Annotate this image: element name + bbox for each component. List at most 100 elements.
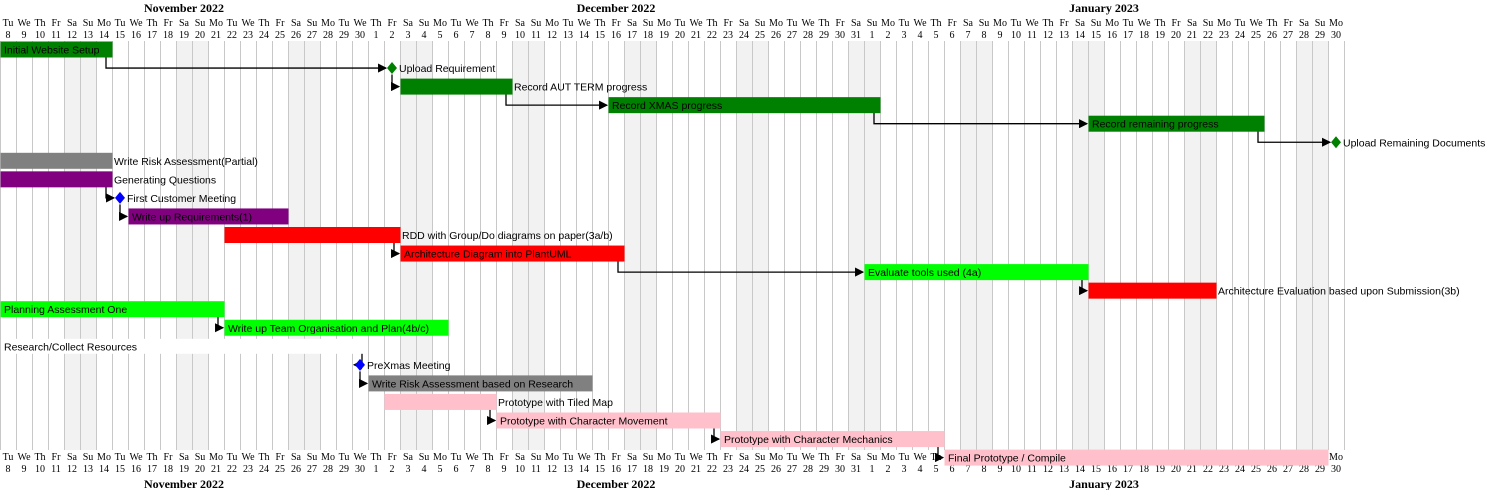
day-number-label: 26 <box>1267 464 1277 475</box>
day-number-label: 13 <box>83 30 93 41</box>
task-label: Generating Questions <box>114 174 216 186</box>
weekday-label: Su <box>643 18 654 29</box>
weekday-label: Sa <box>739 452 750 463</box>
day-number-label: 17 <box>627 464 637 475</box>
weekday-label: Tu <box>339 18 350 29</box>
weekday-label: Mo <box>97 452 111 463</box>
weekday-label: We <box>689 18 703 29</box>
weekday-label: Th <box>482 452 493 463</box>
day-column <box>0 41 16 450</box>
day-column <box>992 41 1008 450</box>
weekday-label: Th <box>930 18 941 29</box>
weekday-label: Sa <box>291 452 302 463</box>
day-number-label: 20 <box>195 30 205 41</box>
weekday-label: Sa <box>515 18 526 29</box>
day-column <box>352 41 368 450</box>
day-column <box>592 41 608 450</box>
day-column <box>1168 41 1184 450</box>
weekday-label: Fr <box>1284 18 1294 29</box>
weekday-label: Fr <box>612 452 622 463</box>
day-number-label: 23 <box>1219 464 1229 475</box>
dependency-arrow <box>873 111 1089 129</box>
day-number-label: 13 <box>83 464 93 475</box>
day-number-label: 30 <box>1331 30 1341 41</box>
weekday-label: Fr <box>500 452 510 463</box>
weekday-label: Su <box>867 452 878 463</box>
task-label: Initial Website Setup <box>4 45 100 57</box>
weekday-label: Su <box>1091 18 1102 29</box>
weekday-label: Th <box>1154 18 1165 29</box>
weekday-label: Sa <box>403 452 414 463</box>
day-number-label: 5 <box>438 30 443 41</box>
task-bar <box>368 375 593 392</box>
month-label: January 2023 <box>1069 1 1139 15</box>
day-number-label: 11 <box>51 464 61 475</box>
dependency-arrow <box>1257 130 1332 147</box>
day-number-label: 2 <box>390 30 395 41</box>
weekday-label: Sa <box>179 18 190 29</box>
day-number-label: 20 <box>1171 30 1181 41</box>
day-number-label: 9 <box>998 30 1003 41</box>
task-bar <box>0 152 113 169</box>
weekday-label: Mo <box>769 18 783 29</box>
day-column <box>784 41 800 450</box>
day-number-label: 18 <box>163 464 173 475</box>
weekday-label: Tu <box>227 18 238 29</box>
day-number-label: 30 <box>355 464 365 475</box>
day-column <box>704 41 720 450</box>
weekday-label: Mo <box>769 452 783 463</box>
task-label: Write up Requirements(1) <box>132 211 252 223</box>
day-column <box>1008 41 1024 450</box>
day-column <box>1120 41 1136 450</box>
day-number-label: 31 <box>851 464 861 475</box>
weekday-label: Th <box>34 18 45 29</box>
day-column <box>208 41 224 450</box>
day-number-label: 19 <box>1155 30 1165 41</box>
day-column <box>880 41 896 450</box>
task-bar <box>944 449 1329 466</box>
day-number-label: 13 <box>1059 464 1069 475</box>
day-column <box>480 41 496 450</box>
weekday-label: Mo <box>97 18 111 29</box>
day-column <box>256 41 272 450</box>
weekday-label: Mo <box>209 18 223 29</box>
day-number-label: 15 <box>595 30 605 41</box>
weekday-label: Mo <box>1217 18 1231 29</box>
day-number-label: 21 <box>691 464 701 475</box>
weekday-label: Th <box>818 452 829 463</box>
day-column <box>384 41 400 450</box>
day-column <box>816 41 832 450</box>
day-number-label: 12 <box>67 464 77 475</box>
weekday-label: Su <box>531 452 542 463</box>
day-number-label: 28 <box>1299 30 1309 41</box>
day-number-label: 8 <box>6 30 11 41</box>
day-column <box>720 41 736 450</box>
day-number-label: 23 <box>243 464 253 475</box>
day-number-label: 14 <box>99 30 109 41</box>
day-number-label: 10 <box>35 30 45 41</box>
day-column <box>112 41 128 450</box>
weekday-label: Mo <box>881 18 895 29</box>
day-column <box>416 41 432 450</box>
day-number-label: 5 <box>934 30 939 41</box>
day-number-label: 17 <box>147 464 157 475</box>
weekday-label: Fr <box>612 18 622 29</box>
day-number-label: 8 <box>486 30 491 41</box>
day-number-label: 22 <box>227 464 237 475</box>
day-number-label: 12 <box>547 464 557 475</box>
weekday-label: Tu <box>3 452 14 463</box>
day-column <box>288 41 304 450</box>
dependency-arrow <box>711 427 721 444</box>
day-number-label: 20 <box>1171 464 1181 475</box>
day-number-label: 16 <box>1107 464 1117 475</box>
day-number-label: 17 <box>1123 464 1133 475</box>
dependency-arrow <box>1079 278 1089 296</box>
weekday-label: Th <box>1042 18 1053 29</box>
dependency-arrow <box>105 56 388 73</box>
day-number-label: 20 <box>675 464 685 475</box>
day-number-label: 28 <box>323 464 333 475</box>
weekday-label: Tu <box>787 18 798 29</box>
weekday-label: Tu <box>451 18 462 29</box>
task-label: Evaluate tools used (4a) <box>868 267 981 279</box>
day-number-label: 6 <box>950 464 955 475</box>
